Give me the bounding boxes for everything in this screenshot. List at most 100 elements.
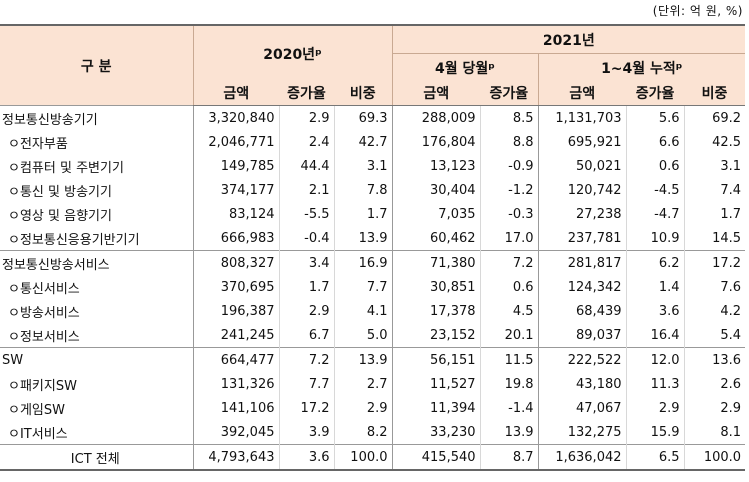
cell-aApr: 30,851: [391, 275, 481, 299]
cell-s2020: 2.9: [333, 396, 393, 420]
cell-sCum: 42.5: [683, 130, 746, 154]
table-row: ㅇ영상 및 음향기기 83,124 -5.5 1.7 7,035 -0.3 27,238 -4…: [0, 202, 746, 226]
cell-a2020: 149,785: [192, 154, 279, 178]
cell-a2020: 392,045: [192, 420, 279, 445]
cell-gCum: 6.5: [625, 444, 685, 470]
cell-s2020: 69.3: [333, 105, 393, 130]
cell-gApr: -0.3: [479, 202, 539, 226]
cell-aApr: 13,123: [391, 154, 481, 178]
cell-sCum: 100.0: [683, 444, 746, 470]
cell-gCum: 2.9: [625, 396, 685, 420]
cell-sCum: 5.4: [683, 323, 746, 348]
cell-a2020: 370,695: [192, 275, 279, 299]
cell-s2020: 13.9: [333, 347, 393, 372]
cell-g2020: 2.9: [278, 105, 334, 130]
cell-aCum: 50,021: [537, 154, 627, 178]
cell-gApr: 11.5: [479, 347, 539, 372]
cell-gCum: 6.2: [625, 250, 685, 275]
unit-note: (단위: 억 원, %): [652, 4, 743, 18]
header-share-2020: 비중: [334, 81, 393, 106]
row-label: ㅇ방송서비스: [8, 305, 80, 321]
row-label: 정보통신방송서비스: [0, 250, 193, 275]
cell-gApr: -0.9: [479, 154, 539, 178]
cell-gApr: -1.4: [479, 396, 539, 420]
cell-aApr: 60,462: [391, 226, 481, 251]
cell-a2020: 808,327: [192, 250, 279, 275]
table-row: ㅇ게임SW 141,106 17.2 2.9 11,394 -1.4 47,067 2.9 2.…: [0, 396, 746, 420]
table-row: ㅇ통신서비스 370,695 1.7 7.7 30,851 0.6 124,342 1.4 7.…: [0, 275, 746, 299]
cell-gCum: 3.6: [625, 299, 685, 323]
cell-s2020: 2.7: [333, 372, 393, 396]
cell-a2020: 2,046,771: [192, 130, 279, 154]
cell-a2020: 241,245: [192, 323, 279, 348]
cell-s2020: 5.0: [333, 323, 393, 348]
cell-aCum: 695,921: [537, 130, 627, 154]
cell-gCum: 0.6: [625, 154, 685, 178]
cell-aCum: 281,817: [537, 250, 627, 275]
table-row: SW 664,477 7.2 13.9 56,151 11.5 222,522 12.0 13.…: [0, 347, 746, 372]
cell-s2020: 7.7: [333, 275, 393, 299]
cell-s2020: 7.8: [333, 178, 393, 202]
cell-aApr: 11,527: [391, 372, 481, 396]
header-2020: 2020년ᵖ: [192, 25, 393, 81]
cell-s2020: 13.9: [333, 226, 393, 251]
cell-gApr: -1.2: [479, 178, 539, 202]
cell-aCum: 124,342: [537, 275, 627, 299]
cell-g2020: 3.6: [278, 444, 334, 470]
cell-s2020: 3.1: [333, 154, 393, 178]
table-row: ICT 전체 4,793,643 3.6 100.0 415,540 8.7 1,636,0…: [0, 444, 746, 470]
table-row: ㅇ정보통신응용기반기기 666,983 -0.4 13.9 60,462 17.0 237,…: [0, 226, 746, 251]
row-label: ㅇ컴퓨터 및 주변기기: [8, 160, 124, 176]
cell-a2020: 374,177: [192, 178, 279, 202]
row-label: 정보통신방송기기: [0, 105, 193, 130]
cell-aApr: 7,035: [391, 202, 481, 226]
cell-sCum: 17.2: [683, 250, 746, 275]
cell-a2020: 4,793,643: [192, 444, 279, 470]
cell-aCum: 237,781: [537, 226, 627, 251]
header-amount-cum: 금액: [537, 81, 627, 106]
cell-g2020: 7.2: [278, 347, 334, 372]
cell-a2020: 3,320,840: [192, 105, 279, 130]
cell-a2020: 131,326: [192, 372, 279, 396]
cell-gCum: 16.4: [625, 323, 685, 348]
header-amount-april: 금액: [391, 81, 481, 106]
cell-g2020: 2.1: [278, 178, 334, 202]
cell-sCum: 1.7: [683, 202, 746, 226]
row-label: ICT 전체: [0, 444, 193, 470]
cell-g2020: 6.7: [278, 323, 334, 348]
cell-gApr: 8.7: [479, 444, 539, 470]
cell-s2020: 16.9: [333, 250, 393, 275]
table-row: ㅇIT서비스 392,045 3.9 8.2 33,230 13.9 132,275 15.9…: [0, 420, 746, 445]
cell-aCum: 68,439: [537, 299, 627, 323]
cell-g2020: 1.7: [278, 275, 334, 299]
cell-aApr: 23,152: [391, 323, 481, 348]
cell-aApr: 71,380: [391, 250, 481, 275]
table-row: ㅇ컴퓨터 및 주변기기 149,785 44.4 3.1 13,123 -0.9 50,02…: [0, 154, 746, 178]
cell-gApr: 19.8: [479, 372, 539, 396]
cell-gApr: 0.6: [479, 275, 539, 299]
cell-g2020: -5.5: [278, 202, 334, 226]
cell-gCum: 15.9: [625, 420, 685, 445]
cell-gCum: 1.4: [625, 275, 685, 299]
cell-gApr: 4.5: [479, 299, 539, 323]
cell-aCum: 120,742: [537, 178, 627, 202]
cell-aCum: 222,522: [537, 347, 627, 372]
cell-a2020: 83,124: [192, 202, 279, 226]
header-growth-april: 증가율: [480, 81, 539, 106]
cell-gCum: 6.6: [625, 130, 685, 154]
cell-aCum: 1,636,042: [537, 444, 627, 470]
table-row: ㅇ전자부품 2,046,771 2.4 42.7 176,804 8.8 695,921 6.…: [0, 130, 746, 154]
cell-a2020: 666,983: [192, 226, 279, 251]
cell-g2020: 3.4: [278, 250, 334, 275]
cell-g2020: -0.4: [278, 226, 334, 251]
cell-aApr: 176,804: [391, 130, 481, 154]
cell-aCum: 43,180: [537, 372, 627, 396]
cell-aCum: 27,238: [537, 202, 627, 226]
cell-a2020: 664,477: [192, 347, 279, 372]
row-label: ㅇ영상 및 음향기기: [8, 208, 112, 224]
cell-s2020: 42.7: [333, 130, 393, 154]
cell-sCum: 3.1: [683, 154, 746, 178]
cell-gApr: 8.8: [479, 130, 539, 154]
cell-gCum: 5.6: [625, 105, 685, 130]
cell-aApr: 56,151: [391, 347, 481, 372]
